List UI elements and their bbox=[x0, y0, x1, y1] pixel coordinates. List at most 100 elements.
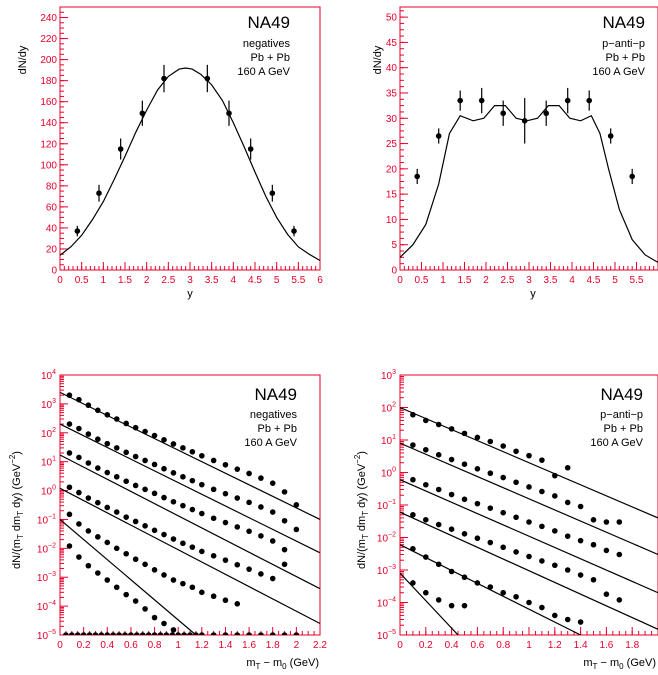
panel-3-data-point bbox=[199, 481, 205, 488]
panel-3-data-point bbox=[170, 470, 177, 476]
panel-1-fit-curve bbox=[60, 67, 320, 262]
panel-4-data-point bbox=[590, 541, 597, 548]
panel-3-data-point bbox=[98, 632, 105, 635]
panel-3-data-point bbox=[132, 518, 139, 525]
panel-4-x-tick-label: 0.4 bbox=[445, 640, 459, 651]
panel-2-x-tick-label: 1 bbox=[440, 275, 446, 286]
panel-1-x-tick-label: 3 bbox=[187, 275, 193, 286]
panel-1-data-point bbox=[269, 190, 276, 196]
panel-3-data-point bbox=[66, 511, 73, 518]
panel-4-x-tick-label: 0.8 bbox=[496, 640, 510, 651]
panel-4-data-point bbox=[564, 499, 571, 506]
panel-2-x-tick-label: 4 bbox=[569, 275, 575, 286]
panel-3-x-tick-label: 1 bbox=[175, 640, 181, 651]
panel-3-data-point bbox=[142, 561, 148, 568]
panel-4-data-point bbox=[487, 505, 494, 511]
panel-3-data-point bbox=[142, 606, 148, 612]
panel-3-data-point bbox=[113, 509, 120, 515]
panel-4-label-1: p−anti−p bbox=[600, 409, 643, 421]
panel-2-y-tick-label: 40 bbox=[386, 63, 398, 74]
panel-1-label-2: Pb + Pb bbox=[251, 52, 290, 64]
panel-3-label-1: negatives bbox=[250, 409, 298, 421]
panel-1-y-tick-label: 100 bbox=[40, 160, 57, 171]
panel-4-data-point bbox=[616, 519, 623, 525]
panel-3-data-point bbox=[258, 571, 264, 577]
panel-2-label-3: 160 A GeV bbox=[592, 66, 645, 78]
panel-3-data-point bbox=[170, 577, 177, 583]
panel-3-data-point bbox=[76, 454, 82, 461]
panel-3-fit-curve bbox=[60, 391, 320, 520]
panel-3-data-point bbox=[132, 453, 139, 460]
panel-2-data-point bbox=[586, 97, 592, 104]
panel-2-y-tick-label: 10 bbox=[386, 215, 398, 226]
panel-1-y-tick-label: 160 bbox=[40, 97, 57, 108]
panel-3-data-point bbox=[234, 466, 241, 472]
panel-3-y-tick-label: 10−2 bbox=[37, 542, 56, 555]
panel-3-data-point bbox=[132, 556, 139, 563]
panel-3-data-point bbox=[161, 437, 167, 443]
panel-2-x-tick-label: 5 bbox=[612, 275, 618, 286]
panel-3-y-tick-label: 10−4 bbox=[37, 600, 56, 613]
panel-3-data-point bbox=[139, 632, 146, 635]
panel-3-fit-curve bbox=[60, 518, 197, 635]
panel-4-data-point bbox=[552, 612, 558, 619]
panel-4-y-tick-label: 100 bbox=[381, 467, 396, 480]
panel-3-data-point bbox=[74, 632, 81, 635]
panel-4-data-point bbox=[461, 602, 468, 609]
panel-4-data-point bbox=[577, 619, 584, 625]
panel-3-data-point bbox=[145, 632, 152, 635]
panel-2-x-tick-label: 0 bbox=[397, 275, 403, 286]
panel-3-data-point bbox=[222, 490, 229, 497]
panel-3-data-point bbox=[189, 477, 196, 484]
panel-3-data-point bbox=[104, 440, 111, 447]
panel-3-data-point bbox=[104, 632, 111, 635]
panel-4-x-tick-label: 1.4 bbox=[574, 640, 588, 651]
panel-3-data-point bbox=[222, 632, 229, 635]
panel-2-y-tick-label: 45 bbox=[386, 38, 398, 49]
panel-4-data-point bbox=[461, 461, 468, 468]
panel-3-data-point bbox=[199, 452, 205, 459]
panel-4-data-point bbox=[564, 567, 571, 573]
panel-4-x-tick-label: 0 bbox=[397, 640, 403, 651]
panel-4-data-point bbox=[577, 572, 584, 578]
panel-1-x-tick-label: 5.5 bbox=[291, 275, 305, 286]
panel-4-data-point bbox=[487, 539, 494, 546]
panel-2-label-1: p−anti−p bbox=[602, 38, 645, 50]
panel-3-data-point bbox=[116, 632, 122, 635]
panel-1-x-tick-label: 6 bbox=[317, 275, 323, 286]
panel-4-data-point bbox=[410, 442, 416, 448]
panel-4-data-point bbox=[500, 509, 507, 516]
panel-4-ylabel: dN/(mT dmT dy) (GeV−2) bbox=[353, 451, 370, 569]
panel-3-data-point bbox=[246, 566, 252, 572]
panel-3-data-point bbox=[92, 632, 99, 635]
panel-pbar-mt: NA49 p−anti−p Pb + Pb 160 A GeV mT − m0 … bbox=[353, 369, 658, 671]
panel-4-data-point bbox=[435, 521, 442, 528]
panel-3-data-point bbox=[246, 632, 252, 635]
panel-4-x-tick-label: 0.6 bbox=[470, 640, 484, 651]
panel-3-data-point bbox=[189, 506, 196, 513]
panel-3-data-point bbox=[104, 469, 111, 476]
panel-1-plot-area bbox=[60, 64, 320, 262]
panel-3-data-point bbox=[258, 533, 264, 539]
panel-2-y-tick-label: 50 bbox=[386, 13, 398, 24]
panel-4-data-point bbox=[435, 452, 442, 458]
panel-3-data-point bbox=[210, 515, 217, 522]
panel-3-data-point bbox=[113, 445, 120, 451]
panel-3-data-point bbox=[269, 632, 276, 635]
panel-3-data-point bbox=[85, 528, 92, 534]
panel-3-data-point bbox=[128, 632, 134, 635]
panel-3-ylabel: dN/(mT dmT dy) (GeV−2) bbox=[8, 451, 25, 569]
panel-3-data-point bbox=[104, 504, 111, 511]
panel-3-data-point bbox=[187, 632, 193, 635]
panel-3-x-tick-label: 1.6 bbox=[242, 640, 256, 651]
panel-3-x-tick-label: 0 bbox=[57, 640, 63, 651]
panel-3-data-point bbox=[210, 486, 217, 493]
panel-4-y-tick-label: 103 bbox=[381, 369, 396, 382]
panel-3-data-point bbox=[222, 557, 229, 563]
panel-2-xlabel: y bbox=[530, 288, 536, 300]
panel-1-x-tick-label: 2 bbox=[144, 275, 150, 286]
panel-2-data-point bbox=[478, 97, 485, 104]
panel-2-data-point bbox=[543, 110, 549, 117]
panel-3-data-point bbox=[66, 450, 73, 456]
